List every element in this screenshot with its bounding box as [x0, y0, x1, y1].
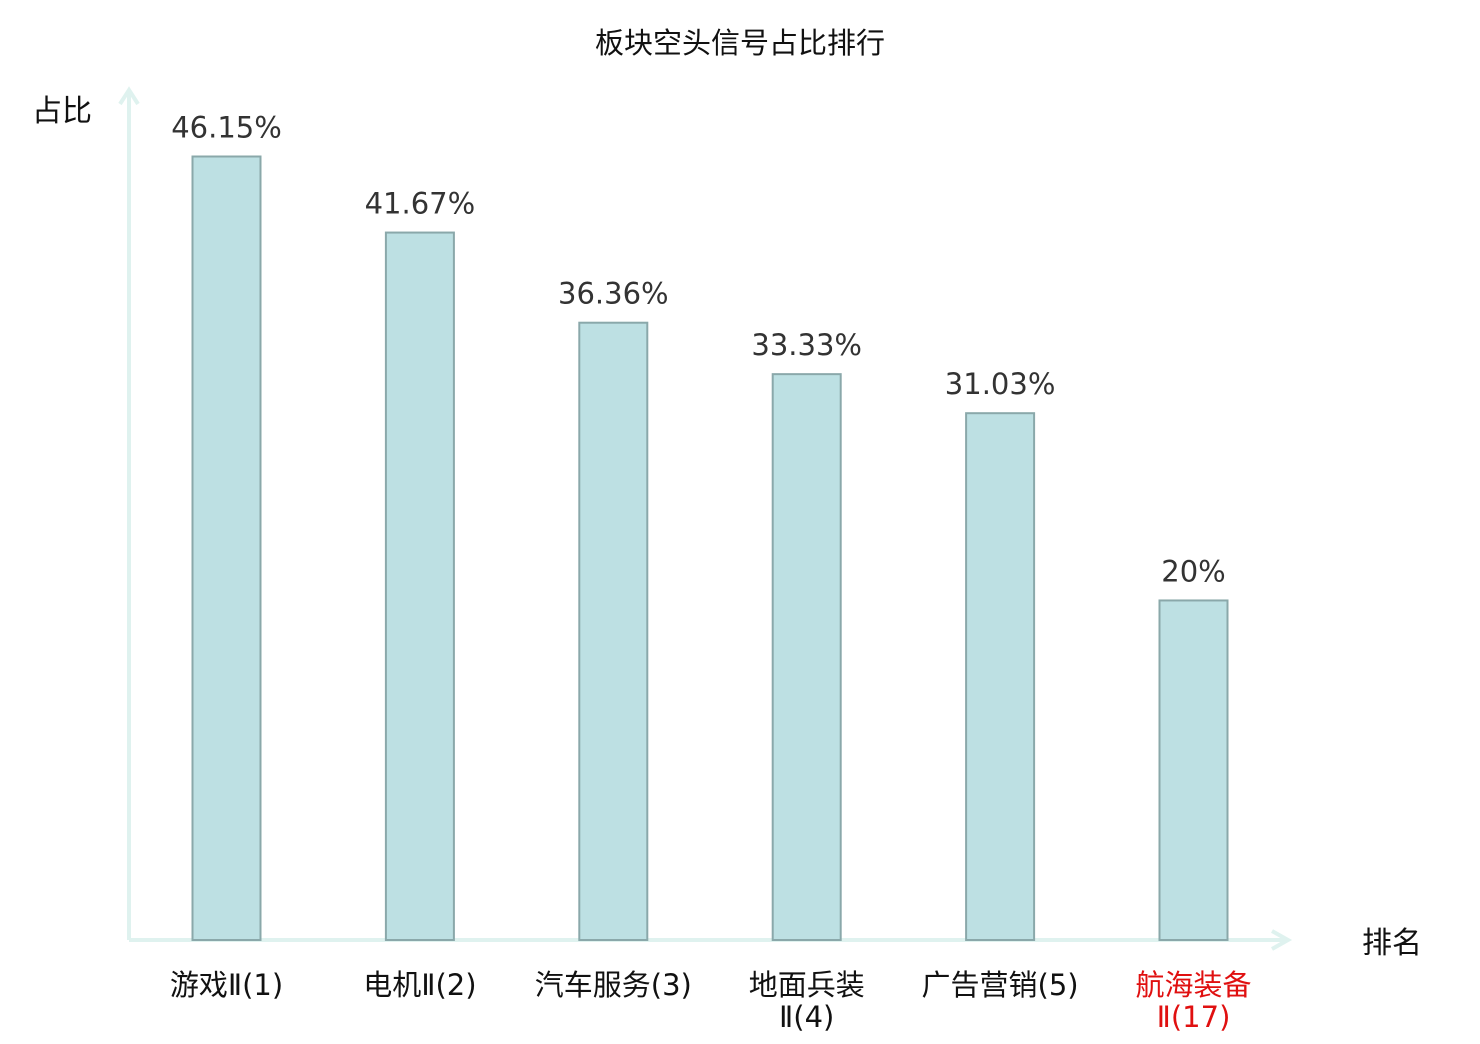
bar-value-label: 46.15%: [171, 111, 282, 145]
bar: [771, 373, 842, 941]
axes: [118, 86, 1293, 951]
bar: [1158, 599, 1229, 941]
category-label: 航海装备: [1135, 968, 1251, 1002]
bar-value-label: 31.03%: [945, 367, 1056, 401]
bar-value-label: 41.67%: [365, 187, 476, 221]
bar: [965, 412, 1036, 941]
chart-title: 板块空头信号占比排行: [595, 26, 885, 60]
bar-value-label: 20%: [1161, 554, 1225, 588]
bar: [578, 321, 649, 941]
category-label: 广告营销(5): [922, 968, 1079, 1002]
category-rank-label: Ⅱ(17): [1157, 1000, 1231, 1034]
bar-value-label: 36.36%: [558, 277, 669, 311]
category-label: 游戏Ⅱ(1): [170, 968, 283, 1002]
category-label: 汽车服务(3): [535, 968, 692, 1002]
category-label: 地面兵装: [749, 968, 865, 1002]
bar: [384, 231, 455, 942]
y-axis-arrow-icon: [118, 86, 140, 106]
x-axis-label: 排名: [1362, 926, 1422, 961]
bar-value-label: 33.33%: [751, 328, 862, 362]
bar: [191, 155, 262, 941]
y-axis-label: 占比: [32, 94, 92, 129]
x-axis-arrow-icon: [1271, 929, 1293, 951]
category-rank-label: Ⅱ(4): [779, 1000, 834, 1034]
category-label: 电机Ⅱ(2): [363, 968, 476, 1002]
bars-group: 46.15% 游戏Ⅱ(1) 41.67% 电机Ⅱ(2) 36.36% 汽车服务(3) 33.…: [170, 111, 1252, 1035]
